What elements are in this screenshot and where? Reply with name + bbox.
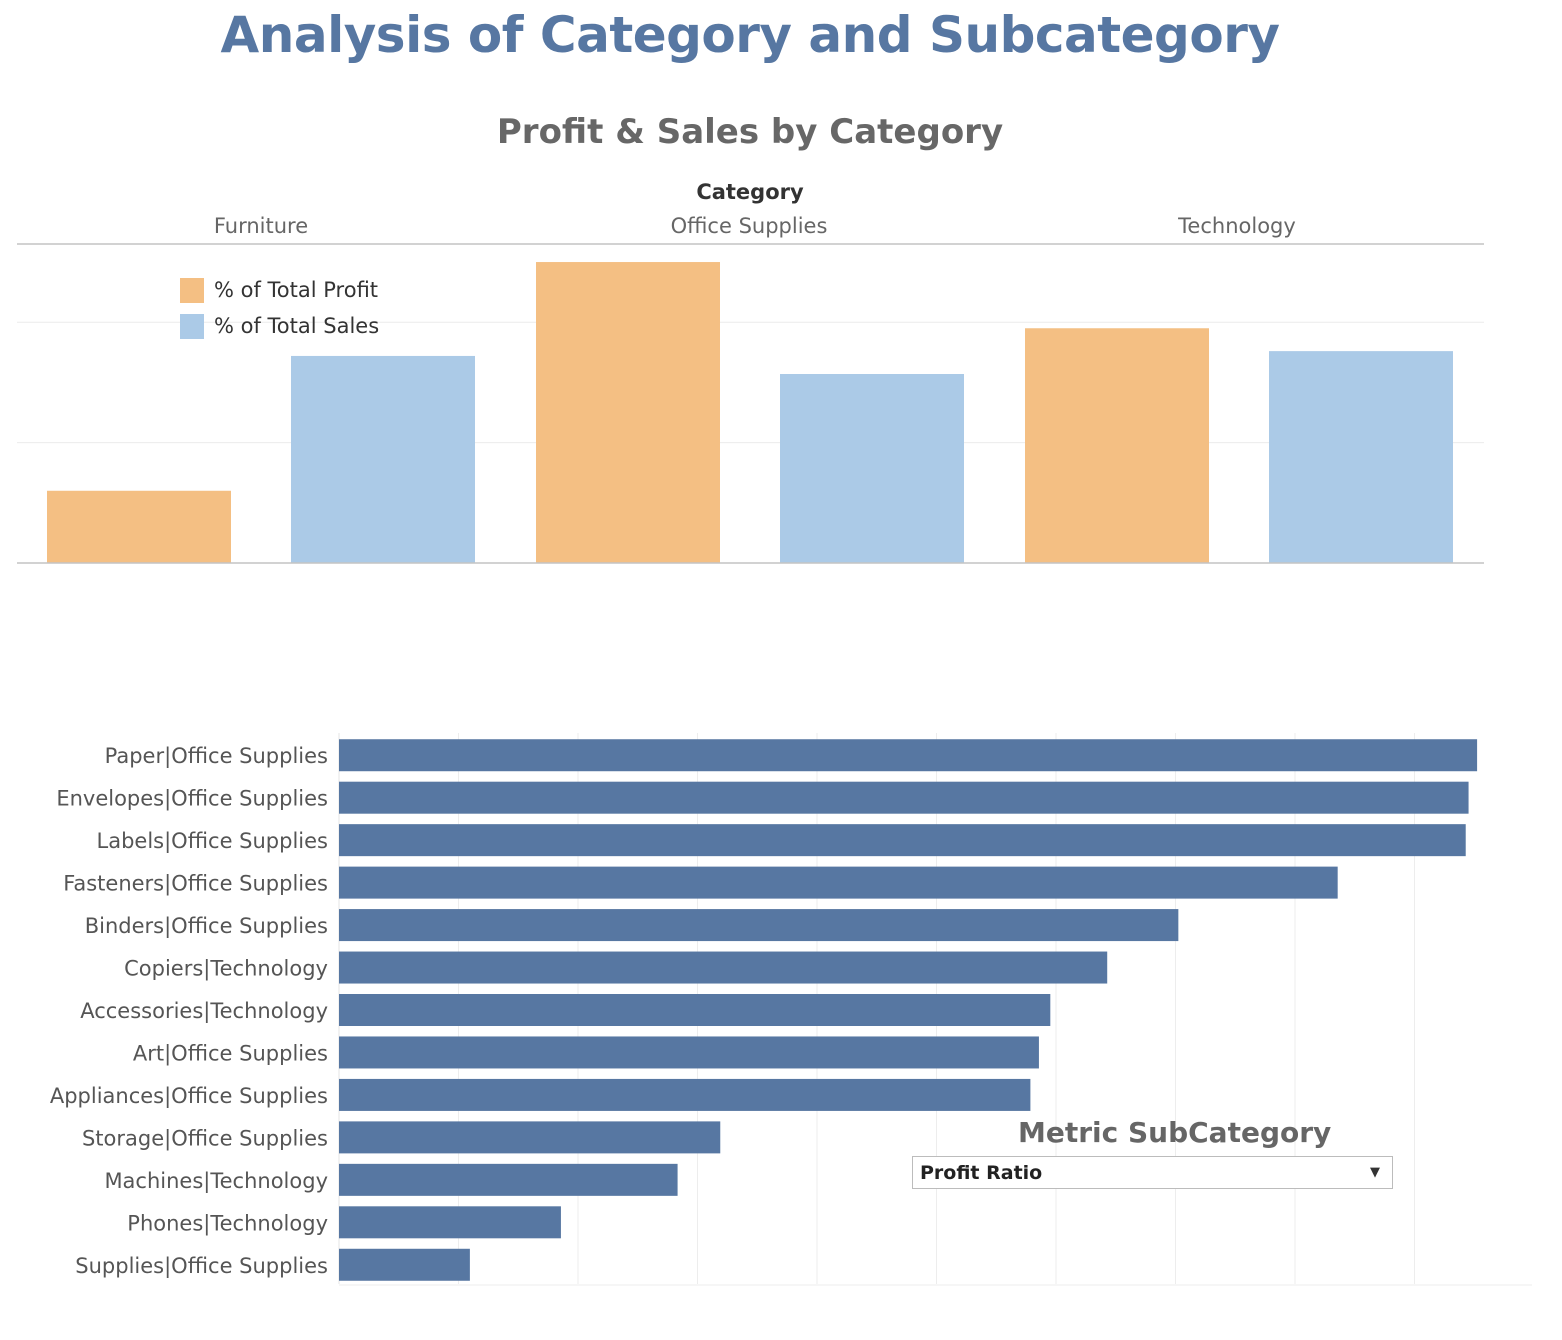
row-label-fasteners: Fasteners|Office Supplies <box>63 872 328 897</box>
bar-furniture-sales <box>291 355 475 563</box>
dashboard-title: Analysis of Category and Subcategory <box>220 6 1280 64</box>
row-label-binders: Binders|Office Supplies <box>85 914 328 939</box>
legend-item-sales[interactable]: % of Total Sales <box>180 308 379 344</box>
bar-office-supplies-profit <box>536 262 720 563</box>
row-label-machines: Machines|Technology <box>104 1169 328 1194</box>
row-label-supplies: Supplies|Office Supplies <box>75 1254 328 1279</box>
bar-labels <box>339 824 1466 857</box>
metric-dropdown-value: Profit Ratio <box>920 1161 1043 1184</box>
bar-machines <box>339 1163 678 1196</box>
bar-copiers <box>339 951 1108 984</box>
bar-paper <box>339 739 1478 772</box>
triangle-down-icon: ▼ <box>1370 1165 1380 1180</box>
legend-label-profit: % of Total Profit <box>214 278 379 302</box>
bar-accessories <box>339 994 1051 1026</box>
row-label-envelopes: Envelopes|Office Supplies <box>56 787 328 812</box>
bar-phones <box>339 1206 561 1239</box>
row-label-art: Art|Office Supplies <box>133 1041 328 1066</box>
legend-swatch-sales <box>180 313 204 339</box>
row-label-labels: Labels|Office Supplies <box>97 829 328 854</box>
bar-supplies <box>339 1248 470 1281</box>
bar-storage <box>339 1121 721 1154</box>
chart-title: Profit & Sales by Category <box>496 112 1004 152</box>
category-label-furniture: Furniture <box>213 214 309 238</box>
row-label-copiers: Copiers|Technology <box>124 957 328 982</box>
category-label-technology: Technology <box>1178 214 1296 238</box>
bar-art <box>339 1036 1039 1069</box>
row-label-accessories: Accessories|Technology <box>80 999 328 1024</box>
legend: % of Total Profit % of Total Sales <box>180 272 379 344</box>
row-label-appliances: Appliances|Office Supplies <box>50 1084 328 1109</box>
category-label-office-supplies: Office Supplies <box>670 214 828 238</box>
bar-technology-sales <box>1269 351 1453 563</box>
bar-binders <box>339 909 1179 942</box>
row-label-storage: Storage|Office Supplies <box>82 1126 328 1151</box>
bar-envelopes <box>339 781 1469 814</box>
bar-furniture-profit <box>47 490 231 563</box>
legend-label-sales: % of Total Sales <box>214 314 380 338</box>
legend-item-profit[interactable]: % of Total Profit <box>180 272 379 308</box>
row-label-paper: Paper|Office Supplies <box>105 744 328 769</box>
bar-fasteners <box>339 866 1338 899</box>
metric-dropdown[interactable]: Profit Ratio ▼ <box>912 1156 1393 1189</box>
legend-swatch-profit <box>180 277 204 303</box>
bar-office-supplies-sales <box>780 373 964 563</box>
bar-appliances <box>339 1078 1031 1111</box>
row-label-phones: Phones|Technology <box>127 1211 328 1236</box>
bar-technology-profit <box>1025 328 1209 563</box>
column-header-label: Category <box>696 180 804 204</box>
parameter-title: Metric SubCategory <box>1018 1116 1332 1149</box>
